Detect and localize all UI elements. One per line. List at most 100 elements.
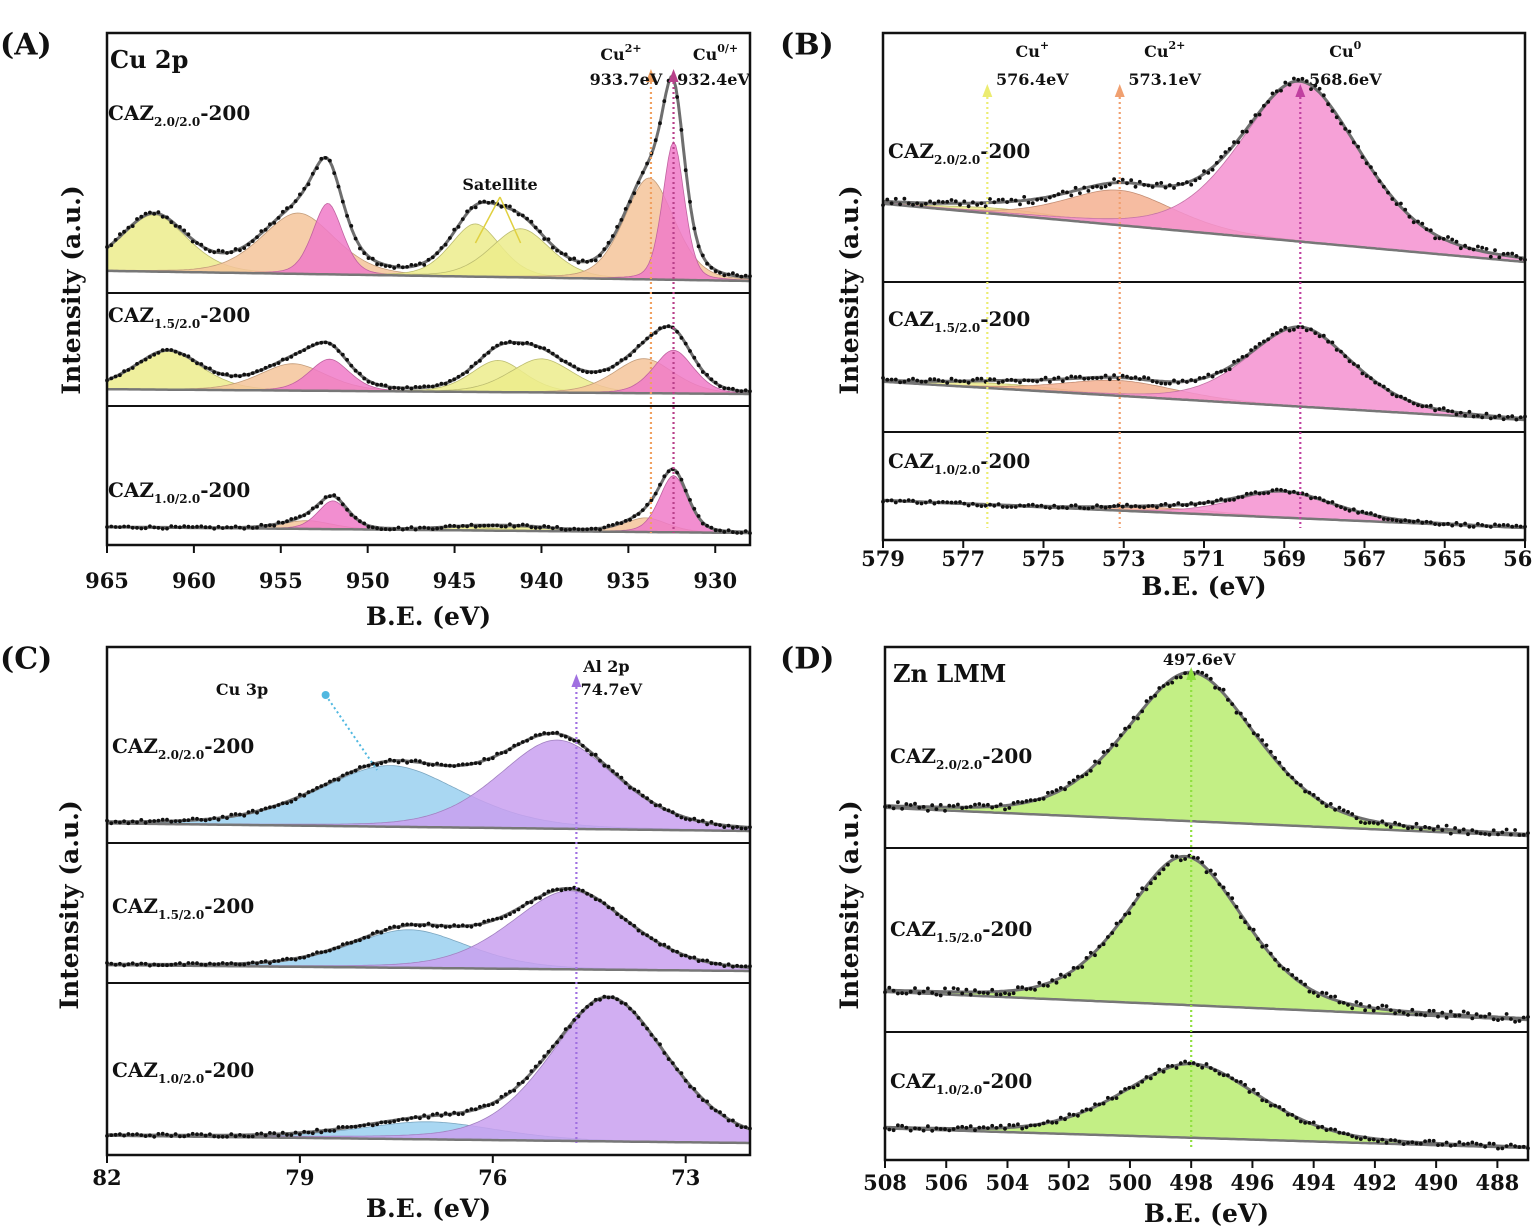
data-point xyxy=(285,357,289,361)
data-point xyxy=(1290,775,1295,780)
data-point xyxy=(1414,1012,1419,1017)
data-point xyxy=(1440,1010,1445,1015)
data-point xyxy=(242,372,247,377)
data-point xyxy=(525,1076,529,1080)
data-point xyxy=(1253,345,1258,350)
data-point xyxy=(289,799,294,804)
data-point xyxy=(1390,392,1395,397)
panel-letter: (D) xyxy=(780,642,834,677)
y-axis-title: Intensity (a.u.) xyxy=(55,800,84,1009)
data-point xyxy=(1073,375,1078,379)
data-point xyxy=(1274,331,1279,335)
data-point xyxy=(293,199,298,204)
data-point xyxy=(1399,394,1403,399)
data-point xyxy=(1155,181,1159,186)
data-point xyxy=(1367,820,1372,825)
data-point xyxy=(709,1106,714,1110)
data-point xyxy=(1084,1107,1089,1112)
data-point xyxy=(1292,489,1296,494)
data-point xyxy=(1123,726,1127,731)
data-point xyxy=(1347,359,1352,364)
data-point xyxy=(478,922,482,927)
data-point xyxy=(1337,1000,1342,1005)
data-point xyxy=(246,1134,251,1139)
data-point xyxy=(1399,201,1403,206)
data-point xyxy=(405,922,409,927)
data-point xyxy=(1493,248,1497,253)
data-point xyxy=(576,367,581,372)
data-point xyxy=(1048,195,1052,200)
data-point xyxy=(263,1133,268,1138)
data-point xyxy=(1513,1144,1517,1149)
data-point xyxy=(1321,498,1326,503)
data-point xyxy=(190,816,195,821)
data-point xyxy=(186,961,191,965)
data-point xyxy=(1394,202,1399,207)
data-point xyxy=(1080,965,1085,969)
data-point xyxy=(1307,989,1312,994)
data-point xyxy=(160,214,165,219)
data-point xyxy=(887,804,892,809)
data-point xyxy=(1090,185,1095,190)
data-point xyxy=(1463,413,1467,418)
data-point xyxy=(1483,832,1487,836)
data-point xyxy=(1401,1011,1406,1015)
sample-label: CAZ2.0/2.0-200 xyxy=(888,139,1030,167)
data-point xyxy=(1397,1139,1402,1144)
data-point xyxy=(1084,956,1089,960)
data-point xyxy=(1033,987,1037,992)
data-point xyxy=(259,960,264,964)
data-point xyxy=(225,1134,229,1139)
data-point xyxy=(1003,807,1007,812)
data-point xyxy=(533,225,538,230)
background-line xyxy=(107,387,750,396)
data-point xyxy=(949,376,954,381)
data-point xyxy=(990,1123,995,1128)
data-point xyxy=(139,961,144,966)
data-point xyxy=(1350,1134,1355,1139)
data-point xyxy=(636,928,641,933)
data-point xyxy=(1371,821,1376,825)
data-point xyxy=(1208,1066,1213,1070)
data-point xyxy=(1294,780,1299,785)
data-point xyxy=(973,1128,977,1133)
annotation-marker xyxy=(668,69,679,82)
data-point xyxy=(636,512,641,516)
data-point xyxy=(593,752,598,757)
data-point xyxy=(1328,1127,1333,1131)
data-point xyxy=(1161,867,1166,872)
data-point xyxy=(589,526,594,531)
annotation-marker xyxy=(321,691,330,699)
data-point xyxy=(332,171,337,176)
data-point xyxy=(1249,491,1253,496)
data-point xyxy=(400,527,405,532)
data-point xyxy=(460,217,465,222)
data-point xyxy=(130,366,135,370)
data-point xyxy=(366,379,371,384)
data-point xyxy=(512,743,517,748)
data-point xyxy=(490,346,495,350)
sample-label: CAZ2.0/2.0-200 xyxy=(890,744,1032,772)
data-point xyxy=(272,959,277,963)
data-point xyxy=(280,801,285,806)
data-point xyxy=(1114,743,1119,748)
data-point xyxy=(1054,980,1059,985)
data-point xyxy=(898,202,902,207)
data-point xyxy=(546,524,551,529)
data-point xyxy=(349,940,354,945)
data-point xyxy=(268,961,272,965)
data-point xyxy=(250,808,255,813)
x-tick-label: 492 xyxy=(1353,1170,1397,1195)
data-point xyxy=(358,519,362,524)
data-point xyxy=(379,930,384,935)
data-point xyxy=(981,1125,986,1130)
data-point xyxy=(495,1100,499,1104)
data-point xyxy=(413,263,418,267)
data-point xyxy=(216,248,221,253)
background-line xyxy=(107,269,750,283)
data-point xyxy=(971,501,975,506)
data-point xyxy=(1286,968,1290,972)
data-point xyxy=(917,991,922,996)
data-point xyxy=(563,252,568,257)
data-point xyxy=(956,802,960,807)
